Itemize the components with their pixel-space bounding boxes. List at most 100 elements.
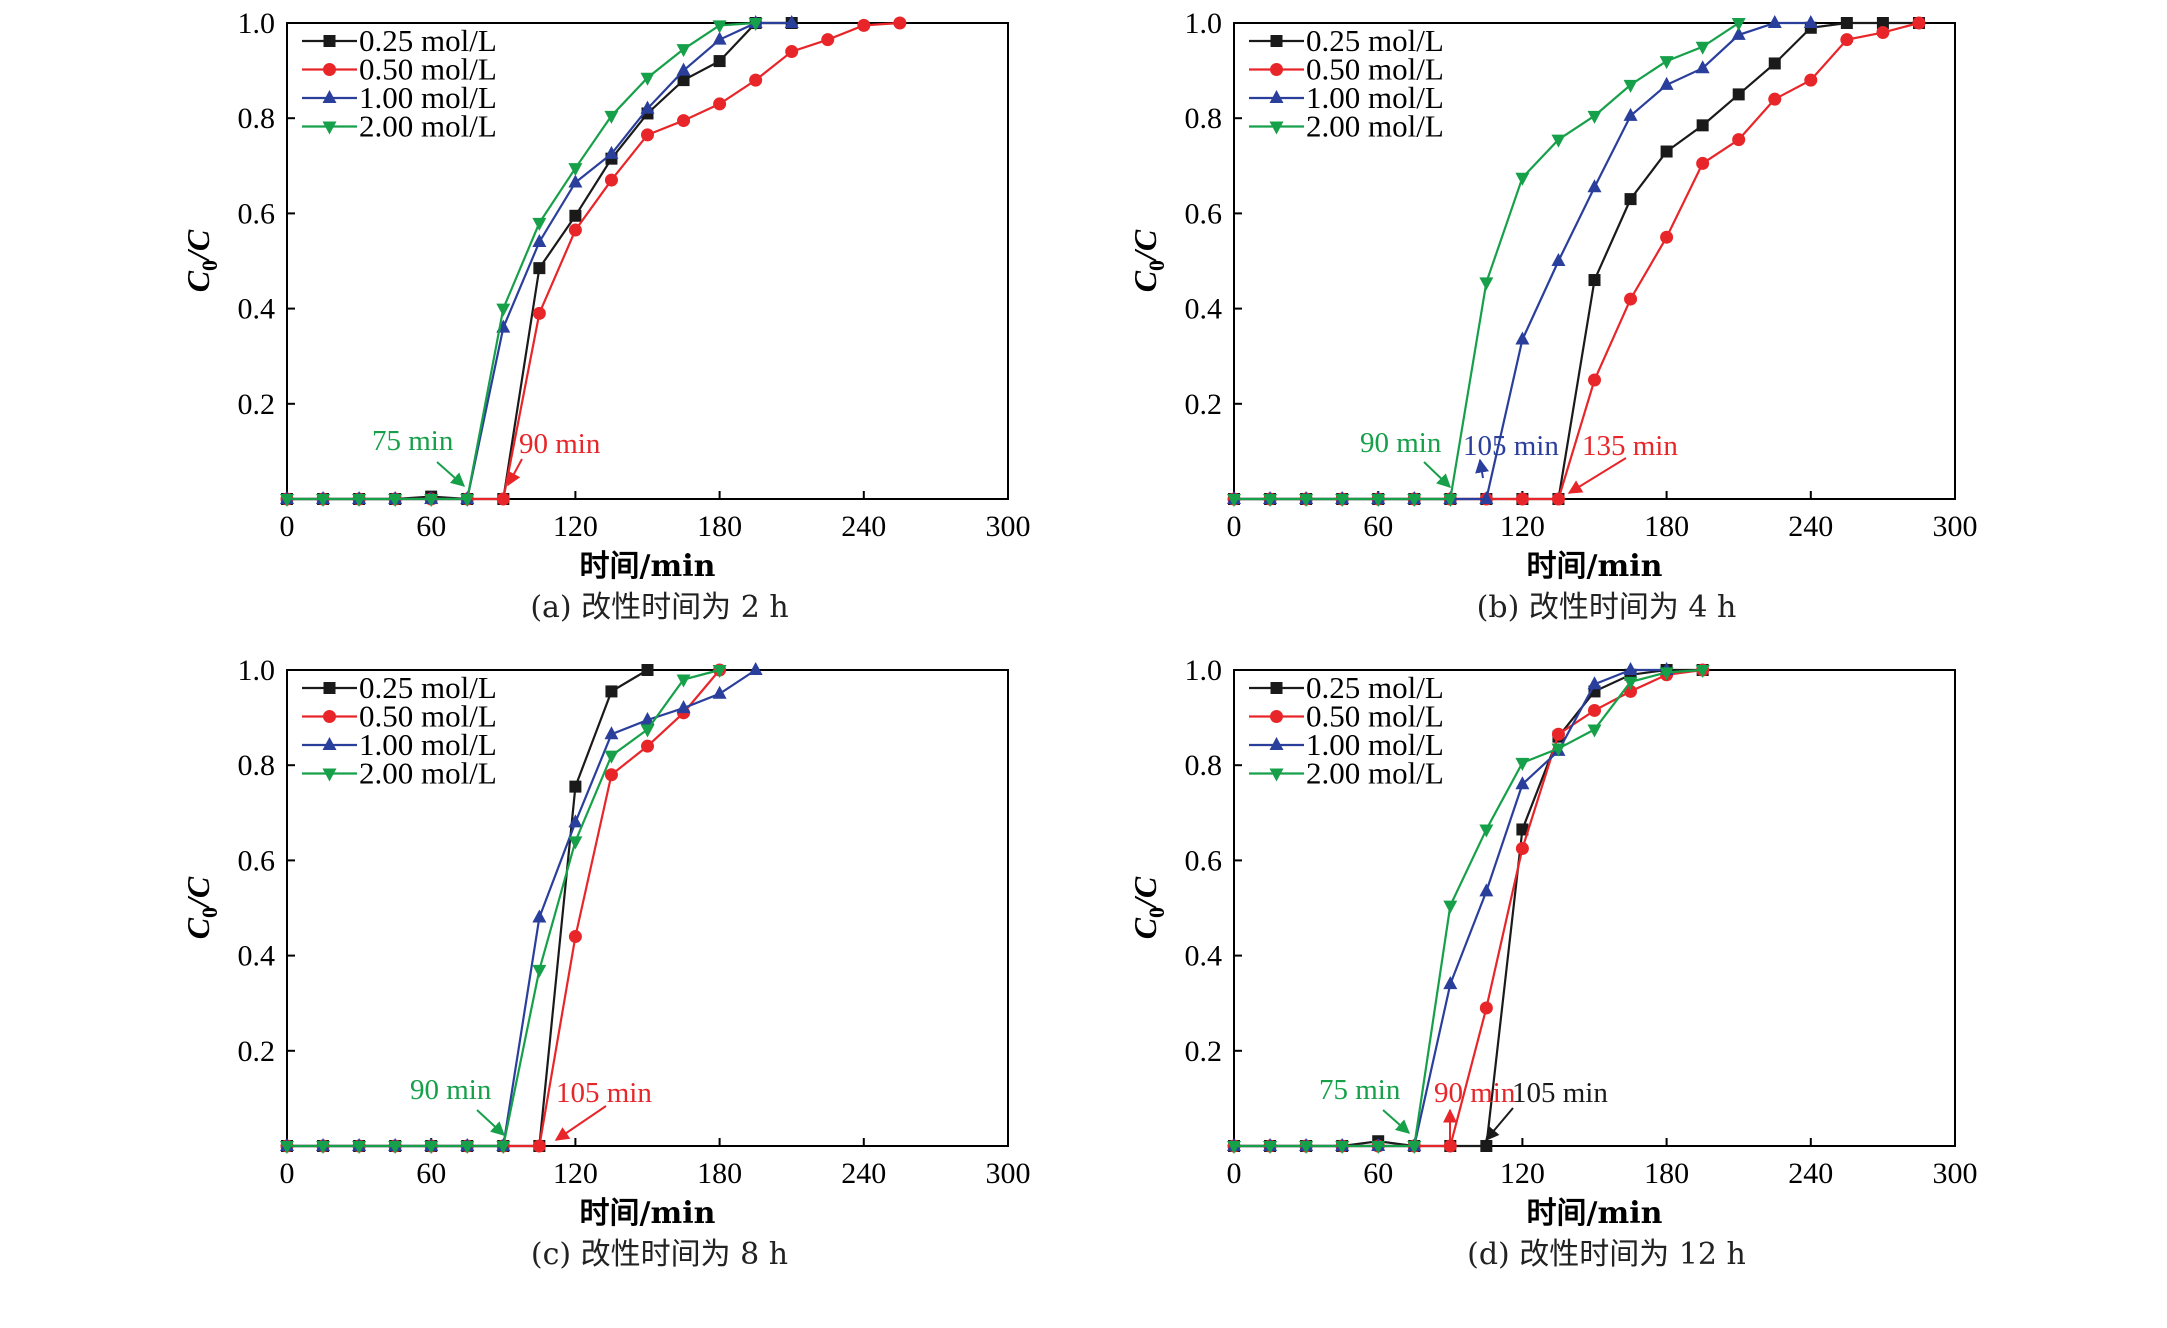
data-point [496,303,511,317]
data-point [1731,18,1746,31]
data-point [1695,665,1710,678]
data-point [676,700,691,714]
panel-caption: (a) 改性时间为 2 h [530,590,788,625]
legend-marker [1269,90,1284,103]
legend-label: 0.50 mol/L [1306,699,1444,734]
data-point [641,128,654,142]
series-2-00-mol-L [1227,18,1746,507]
legend-label: 1.00 mol/L [1306,727,1444,762]
series-2-00-mol-L [280,665,727,1154]
annotation-label: 90 min [410,1074,492,1106]
x-axis-label: 时间/min [580,549,716,584]
annotation-arrow [436,461,466,487]
x-tick-label: 240 [1788,1157,1833,1190]
legend-label: 2.00 mol/L [359,756,497,791]
series-line [287,21,756,501]
data-point [1371,1141,1386,1154]
x-tick-label: 120 [1500,510,1545,543]
data-point [496,1141,511,1154]
annotation-label: 90 min [519,428,601,460]
data-point [1479,491,1494,504]
data-point [857,18,871,32]
series-2-00-mol-L [1227,665,1710,1154]
annotation: 90 min [507,428,601,487]
data-point [604,173,618,187]
data-point [532,964,547,978]
data-point [1732,133,1746,147]
annotation-arrow [554,1105,607,1141]
x-axis-label: 时间/min [1527,1196,1663,1231]
legend-marker [1270,710,1283,723]
legend-marker [322,121,337,135]
series-1-00-mol-L [280,662,763,1151]
legend-label: 1.00 mol/L [359,727,497,762]
data-point [1803,15,1818,28]
data-point [1551,727,1565,741]
data-point [1732,88,1745,101]
data-point [532,217,547,231]
plot-frame [286,22,1009,500]
chart-panel-4: 0 60 120 180 240 300 0.2 0.4 0.6 0.8 1.0 时间/min C0/C… [1127,654,1978,1272]
y-tick-label: 0.2 [238,1035,276,1068]
data-point [316,1141,331,1154]
legend-marker [1269,121,1284,135]
panel-caption: (d) 改性时间为 12 h [1467,1237,1746,1272]
data-point [676,674,691,688]
legend-marker [323,682,336,694]
legend-label: 0.25 mol/L [1306,670,1444,705]
x-tick-label: 120 [1500,1157,1545,1190]
chart-panel-3: 0 60 120 180 240 300 0.2 0.4 0.6 0.8 1.0 时间/min C0/C… [180,654,1031,1272]
data-point [1335,1141,1350,1154]
annotation: 135 min [1567,430,1678,494]
y-tick-label: 0.2 [238,388,276,421]
data-point [784,15,799,28]
x-tick-label: 300 [1933,510,1978,543]
data-point [569,209,582,222]
x-tick-label: 60 [416,510,446,543]
data-point [713,97,727,111]
data-point [1515,331,1530,345]
annotation-arrow [1567,457,1627,494]
data-point [280,494,294,507]
data-point [532,306,546,320]
data-point [1299,1141,1314,1154]
data-point [1407,494,1422,507]
x-tick-label: 120 [553,1157,598,1190]
annotation: 105 min [1463,430,1559,479]
data-point [712,31,727,45]
x-tick-label: 120 [553,510,598,543]
data-point [641,664,654,676]
annotation: 75 min [372,425,466,487]
data-point [1479,883,1494,897]
data-point [1263,1141,1278,1154]
annotation-arrow [507,458,523,487]
annotation-arrow [1382,1109,1411,1134]
data-point [1840,33,1854,47]
data-point [1587,724,1602,738]
legend-marker [1269,737,1284,750]
data-point [460,1141,475,1154]
annotation-label: 90 min [1360,427,1442,459]
y-tick-label: 1.0 [1185,654,1223,687]
x-tick-label: 0 [280,510,295,543]
legend-marker [323,710,336,723]
x-tick-label: 240 [841,1157,886,1190]
data-point [1551,253,1566,266]
legend-label: 2.00 mol/L [1306,109,1444,144]
data-point [605,685,618,698]
annotation-arrow [1485,1107,1514,1142]
y-tick-label: 0.8 [238,749,276,782]
data-point [1767,15,1782,28]
y-axis-label: C0/C [1127,876,1169,939]
annotation-label: 105 min [1463,430,1559,462]
legend-label: 0.25 mol/L [359,670,497,705]
data-point [1623,662,1638,675]
legend: 0.25 mol/L0.50 mol/L1.00 mol/L2.00 mol/L [1249,670,1444,791]
annotation-label: 90 min [1434,1077,1516,1109]
x-tick-label: 0 [280,1157,295,1190]
data-point [1696,156,1710,170]
legend-marker [323,63,336,76]
data-point [640,724,655,738]
data-point [676,62,691,76]
x-tick-label: 60 [1363,1157,1393,1190]
